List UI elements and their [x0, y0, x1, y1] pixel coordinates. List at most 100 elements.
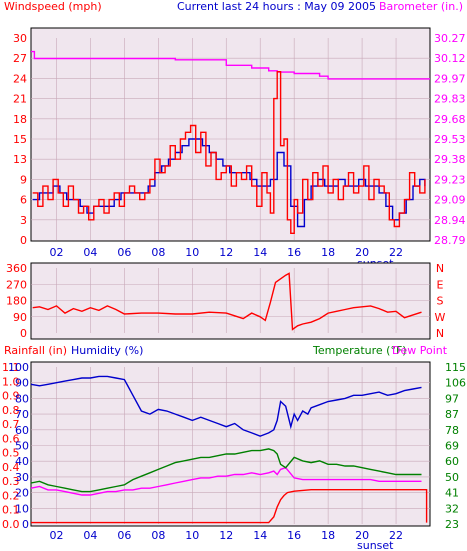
windspeed-tick-label: 9 [20, 173, 27, 186]
x-tick-label: 02 [49, 246, 63, 259]
windspeed-tick-label: 24 [13, 72, 27, 85]
x-tick-label: 08 [151, 246, 165, 259]
x-tick-label: 10 [185, 246, 199, 259]
x-tick-label: 14 [253, 529, 267, 542]
sunset-label-bottom: sunset [357, 539, 394, 551]
wind-direction-line [32, 272, 422, 331]
direction-compass-label: S [437, 295, 444, 308]
direction-degree-label: 360 [6, 262, 27, 275]
windspeed-axis-title: Windspeed (mph) [4, 0, 102, 13]
temperature-tick-label: 115 [445, 361, 466, 374]
barometer-tick-label: 29.97 [434, 72, 466, 85]
barometer-line [31, 50, 430, 80]
humidity-tick-label: 10 [15, 502, 29, 515]
humidity-tick-label: 30 [15, 471, 29, 484]
temperature-tick-label: 32 [445, 502, 459, 515]
x-tick-label: 02 [49, 529, 63, 542]
temperature-tick-label: 23 [445, 518, 459, 531]
direction-compass-label: N [436, 327, 444, 340]
rainfall-tick-label: 0.9 [2, 390, 20, 403]
barometer-tick-label: 29.23 [434, 173, 466, 186]
temperature-tick-label: 87 [445, 408, 459, 421]
humidity-tick-label: 20 [15, 487, 29, 500]
direction-degree-label: 90 [13, 311, 27, 324]
x-tick-label: 04 [83, 246, 97, 259]
windspeed-tick-label: 6 [20, 194, 27, 207]
rainfall-line [31, 489, 428, 524]
windspeed-tick-label: 27 [13, 52, 27, 65]
barometer-tick-label: 30.27 [434, 32, 466, 45]
x-tick-label: 06 [117, 246, 131, 259]
temperature-line [30, 448, 422, 493]
x-tick-label: 16 [287, 529, 301, 542]
temperature-axis-title: Temperature (°F) [312, 344, 407, 357]
temperature-tick-label: 50 [445, 471, 459, 484]
windspeed-tick-label: 13 [13, 153, 27, 166]
barometer-tick-labels: 28.79 28.94 29.09 29.23 29.38 29.53 29.68 29.83… [434, 32, 466, 247]
rainfall-tick-label: 0.4 [2, 461, 20, 474]
humidity-temp-grid [31, 367, 430, 524]
barometer-axis-title: Barometer (in.) [379, 0, 463, 13]
rainfall-tick-label: 0.6 [2, 432, 20, 445]
humidity-tick-label: 60 [15, 424, 29, 437]
humidity-x-tick-labels: 02 04 06 08 10 12 14 16 18 20 22 [49, 529, 403, 542]
temperature-tick-label: 106 [445, 377, 466, 390]
direction-degree-label: 0 [20, 327, 27, 340]
x-tick-label: 22 [389, 246, 403, 259]
direction-compass-label: W [435, 311, 446, 324]
x-tick-label: 16 [287, 246, 301, 259]
direction-degree-labels: 0 90 180 270 360 [6, 262, 27, 340]
rainfall-tick-labels: 0.00.1 0.20.30.40.5 0.60.70.80.9 1.01.1 [2, 361, 20, 531]
temperature-tick-label: 41 [445, 487, 459, 500]
wind-x-tick-labels: 02 04 06 08 10 12 14 16 18 20 22 [49, 246, 403, 259]
barometer-tick-label: 29.38 [434, 153, 466, 166]
barometer-tick-label: 28.94 [434, 214, 466, 227]
temperature-tick-label: 69 [445, 440, 459, 453]
windspeed-tick-label: 30 [13, 32, 27, 45]
rainfall-tick-label: 0.2 [2, 489, 20, 502]
dewpoint-line [30, 466, 422, 496]
direction-grid [31, 268, 430, 333]
rainfall-tick-label: 0.3 [2, 475, 20, 488]
humidity-tick-label: 100 [8, 361, 29, 374]
windspeed-tick-label: 3 [20, 214, 27, 227]
direction-series [32, 272, 422, 331]
barometer-tick-label: 29.83 [434, 93, 466, 106]
humidity-tick-label: 80 [15, 392, 29, 405]
x-tick-label: 04 [83, 529, 97, 542]
barometer-tick-label: 29.68 [434, 113, 466, 126]
dewpoint-axis-title: Dew Point [392, 344, 448, 357]
direction-degree-label: 270 [6, 278, 27, 291]
direction-compass-label: N [436, 262, 444, 275]
windspeed-tick-label: 0 [20, 234, 27, 247]
rainfall-tick-label: 0.5 [2, 447, 20, 460]
humidity-tick-label: 40 [15, 455, 29, 468]
humidity-temp-plot-area [30, 361, 431, 527]
direction-compass-label: E [437, 278, 444, 291]
rainfall-axis-title: Rainfall (in) [4, 344, 67, 357]
rainfall-tick-label: 0.0 [2, 518, 20, 531]
x-tick-label: 18 [321, 529, 335, 542]
temperature-tick-label: 97 [445, 392, 459, 405]
humidity-tick-labels: 0 10 20 30 40 50 60 70 80 90 100 [8, 361, 29, 531]
humidity-line [30, 375, 422, 437]
rainfall-tick-label: 1.1 [2, 361, 20, 374]
x-tick-label: 14 [253, 246, 267, 259]
rainfall-tick-label: 1.0 [2, 375, 20, 388]
wind-baro-plot-area [30, 27, 431, 242]
humidity-tick-label: 90 [15, 377, 29, 390]
windspeed-tick-labels: 0 3 6 9 13 15 18 21 24 27 30 [13, 32, 27, 247]
direction-degree-label: 180 [6, 295, 27, 308]
chart-title: Current last 24 hours : May 09 2005 [177, 0, 376, 13]
humidity-axis-title: Humidity (%) [71, 344, 143, 357]
wind-baro-series [31, 50, 430, 234]
barometer-tick-label: 30.12 [434, 52, 466, 65]
windspeed-line [32, 71, 426, 234]
windspeed-tick-label: 15 [13, 133, 27, 146]
humidity-tick-label: 50 [15, 440, 29, 453]
x-tick-label: 22 [389, 529, 403, 542]
x-tick-label: 08 [151, 529, 165, 542]
rainfall-tick-label: 0.8 [2, 404, 20, 417]
rainfall-tick-label: 0.7 [2, 418, 20, 431]
